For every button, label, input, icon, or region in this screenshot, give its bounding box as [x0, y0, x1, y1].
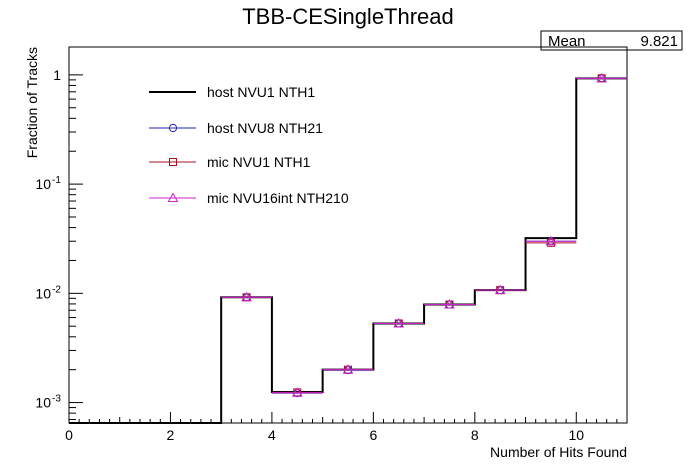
- x-axis-label: Number of Hits Found: [490, 444, 627, 460]
- stats-box: Mean 9.821: [540, 30, 683, 51]
- legend-label: host NVU8 NTH21: [207, 120, 323, 136]
- data-point: [241, 291, 252, 302]
- legend-label: mic NVU1 NTH1: [207, 154, 311, 170]
- x-tick-label: 2: [167, 427, 175, 443]
- y-tick-label: 10: [35, 285, 51, 301]
- stats-mean-value: 9.821: [640, 33, 678, 50]
- x-axis: 0 2 4 6 8 10: [65, 412, 628, 443]
- legend-marker: [169, 158, 177, 166]
- y-axis: 10 -310 -210 -11: [35, 67, 83, 420]
- x-tick-label: 4: [268, 427, 276, 443]
- series-group: [69, 72, 627, 424]
- y-tick-exponent: -2: [52, 284, 61, 295]
- x-tick-label: 6: [369, 427, 377, 443]
- x-tick-label: 8: [471, 427, 479, 443]
- legend-label: host NVU1 NTH1: [207, 84, 315, 100]
- y-tick-label: 10: [35, 395, 51, 411]
- data-point: [393, 317, 405, 328]
- chart-title: TBB-CESingleThread: [242, 4, 454, 29]
- stats-box-frame: [540, 30, 683, 51]
- legend-marker: [168, 123, 178, 133]
- y-axis-label: Fraction of Tracks: [24, 47, 40, 158]
- y-tick-exponent: -1: [52, 175, 61, 186]
- legend-entry: mic NVU1 NTH1: [149, 154, 311, 170]
- data-point: [342, 364, 354, 374]
- x-tick-label: 10: [568, 427, 584, 443]
- x-tick-label: 0: [65, 427, 73, 443]
- legend: host NVU1 NTH1 host NVU8 NTH21 mic NVU1 NT…: [149, 84, 349, 206]
- series-3: [221, 72, 627, 397]
- y-tick-label: 1: [53, 67, 61, 83]
- data-point: [596, 72, 607, 83]
- series-0: [69, 77, 627, 424]
- y-tick-exponent: -3: [52, 394, 61, 405]
- data-point: [444, 298, 455, 309]
- data-point: [545, 235, 557, 246]
- legend-entry: mic NVU16int NTH210: [149, 190, 349, 206]
- data-point: [291, 387, 303, 397]
- legend-entry: host NVU8 NTH21: [149, 120, 323, 136]
- stats-mean-label: Mean: [548, 33, 586, 50]
- legend-label: mic NVU16int NTH210: [207, 190, 349, 206]
- legend-marker: [167, 192, 179, 202]
- data-point: [494, 284, 506, 295]
- plot-frame: [68, 46, 628, 424]
- y-tick-label: 10: [35, 176, 51, 192]
- series-line: [69, 77, 627, 424]
- legend-entry: host NVU1 NTH1: [149, 84, 315, 100]
